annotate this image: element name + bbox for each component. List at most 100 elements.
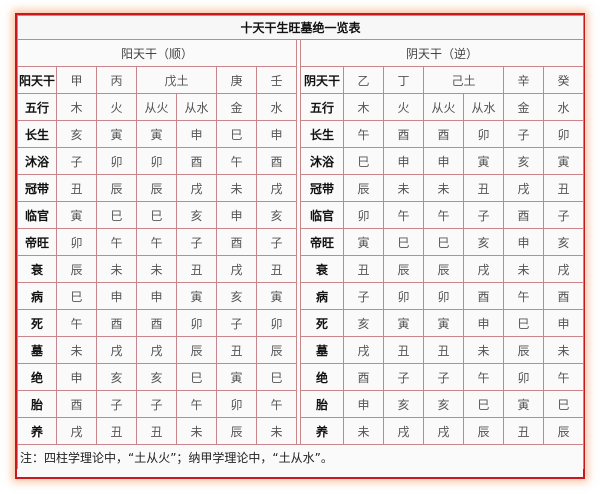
stem-cell: 己土 — [423, 66, 504, 94]
row-label: 沐浴 — [17, 147, 57, 175]
branch-cell: 戌 — [216, 255, 257, 283]
branch-cell: 未 — [423, 174, 464, 202]
branch-cell: 戌 — [423, 417, 464, 445]
branch-cell: 寅 — [343, 228, 384, 256]
row-label: 病 — [17, 282, 57, 310]
row-label: 衰 — [300, 255, 344, 283]
branch-cell: 午 — [176, 390, 217, 418]
wuxing-cell: 火 — [96, 93, 137, 121]
branch-cell: 子 — [463, 201, 504, 229]
branch-cell: 戌 — [176, 174, 217, 202]
wuxing-label: 五行 — [17, 93, 57, 121]
branch-cell: 卯 — [503, 363, 544, 391]
branch-cell: 午 — [216, 147, 257, 175]
branch-cell: 卯 — [423, 282, 464, 310]
table-row: 衰辰未未丑戌丑衰丑辰辰戌未戌 — [17, 255, 585, 283]
row-label: 养 — [17, 417, 57, 445]
table-title: 十天干生旺墓绝一览表 — [16, 15, 585, 40]
table-row: 养戌丑丑未辰未养未戌戌辰丑辰 — [17, 417, 585, 445]
branch-cell: 丑 — [343, 255, 384, 283]
row-label: 病 — [300, 282, 344, 310]
table-row: 死午酉酉卯子卯死亥寅寅申巳申 — [17, 309, 585, 337]
branch-cell: 酉 — [383, 120, 424, 148]
row-label: 临官 — [17, 201, 57, 229]
branch-cell: 未 — [463, 336, 504, 364]
branch-cell: 子 — [96, 390, 137, 418]
stem-cell: 丁 — [383, 66, 424, 94]
branch-cell: 酉 — [96, 309, 137, 337]
branch-cell: 子 — [256, 228, 297, 256]
branch-cell: 申 — [176, 120, 217, 148]
branch-cell: 巳 — [136, 201, 177, 229]
row-label: 冠带 — [300, 174, 344, 202]
branch-cell: 辰 — [383, 255, 424, 283]
table-row: 冠带丑辰辰戌未戌冠带辰未未丑戌丑 — [17, 174, 585, 202]
branch-cell: 寅 — [256, 282, 297, 310]
table-row: 病巳申申寅亥寅病子卯卯酉午酉 — [17, 282, 585, 310]
stem-cell: 甲 — [56, 66, 97, 94]
wuxing-label: 五行 — [300, 93, 344, 121]
branch-cell: 巳 — [256, 363, 297, 391]
branch-cell: 午 — [503, 282, 544, 310]
branch-cell: 卯 — [463, 120, 504, 148]
table-frame: 十天干生旺墓绝一览表 阳天干（顺） 阴天干（逆） 阳天干甲丙戊土庚壬阴天干乙丁己土辛癸… — [15, 13, 585, 479]
branch-cell: 辰 — [136, 174, 177, 202]
branch-cell: 午 — [136, 228, 177, 256]
branch-cell: 巳 — [463, 390, 504, 418]
stem-cell: 丙 — [96, 66, 137, 94]
wuxing-cell: 从火 — [423, 93, 464, 121]
branch-cell: 辰 — [216, 417, 257, 445]
branch-cell: 卯 — [96, 147, 137, 175]
branch-cell: 子 — [423, 363, 464, 391]
branch-cell: 巳 — [423, 228, 464, 256]
row-label: 绝 — [300, 363, 344, 391]
branch-cell: 亥 — [463, 228, 504, 256]
note-row: 注：四柱学理论中，“土从火”；纳甲学理论中，“土从水”。 — [16, 444, 585, 469]
stems-row: 阳天干甲丙戊土庚壬阴天干乙丁己土辛癸 — [17, 66, 585, 94]
row-label: 沐浴 — [300, 147, 344, 175]
branch-cell: 亥 — [343, 309, 384, 337]
branch-cell: 午 — [383, 201, 424, 229]
wuxing-row: 五行木火从火 从水金水五行木火从火 从水金水 — [17, 93, 585, 121]
row-label: 衰 — [17, 255, 57, 283]
branch-cell: 丑 — [136, 417, 177, 445]
branch-cell: 未 — [343, 417, 384, 445]
branch-cell: 卯 — [216, 390, 257, 418]
table-row: 墓未戌戌辰丑辰墓戌丑丑未辰未 — [17, 336, 585, 364]
branch-cell: 巳 — [176, 363, 217, 391]
branch-cell: 酉 — [176, 147, 217, 175]
branch-cell: 戌 — [256, 174, 297, 202]
branch-cell: 子 — [503, 120, 544, 148]
branch-cell: 子 — [176, 228, 217, 256]
branch-cell: 戌 — [383, 417, 424, 445]
row-label: 死 — [300, 309, 344, 337]
branch-cell: 申 — [542, 309, 585, 337]
branch-cell: 巳 — [542, 390, 585, 418]
branch-cell: 辰 — [56, 255, 97, 283]
row-label: 帝旺 — [17, 228, 57, 256]
row-label: 临官 — [300, 201, 344, 229]
branch-cell: 寅 — [463, 147, 504, 175]
branch-cell: 酉 — [56, 390, 97, 418]
stem-cell: 癸 — [542, 66, 585, 94]
branch-cell: 申 — [96, 282, 137, 310]
wuxing-cell: 水 — [542, 93, 585, 121]
branch-cell: 寅 — [96, 120, 137, 148]
branch-cell: 亥 — [256, 201, 297, 229]
branch-cell: 未 — [136, 255, 177, 283]
branch-cell: 巳 — [216, 120, 257, 148]
wuxing-cell: 从火 — [136, 93, 177, 121]
row-label: 帝旺 — [300, 228, 344, 256]
subtitle-row: 阳天干（顺） 阴天干（逆） — [17, 39, 585, 67]
branch-cell: 辰 — [542, 417, 585, 445]
branch-cell: 丑 — [176, 255, 217, 283]
branch-cell: 未 — [503, 255, 544, 283]
branch-cell: 卯 — [56, 228, 97, 256]
branch-cell: 酉 — [503, 201, 544, 229]
branch-cell: 戌 — [542, 255, 585, 283]
branch-cell: 戌 — [136, 336, 177, 364]
branch-cell: 亥 — [176, 201, 217, 229]
branch-cell: 午 — [56, 309, 97, 337]
branch-cell: 寅 — [383, 309, 424, 337]
branch-cell: 未 — [216, 174, 257, 202]
